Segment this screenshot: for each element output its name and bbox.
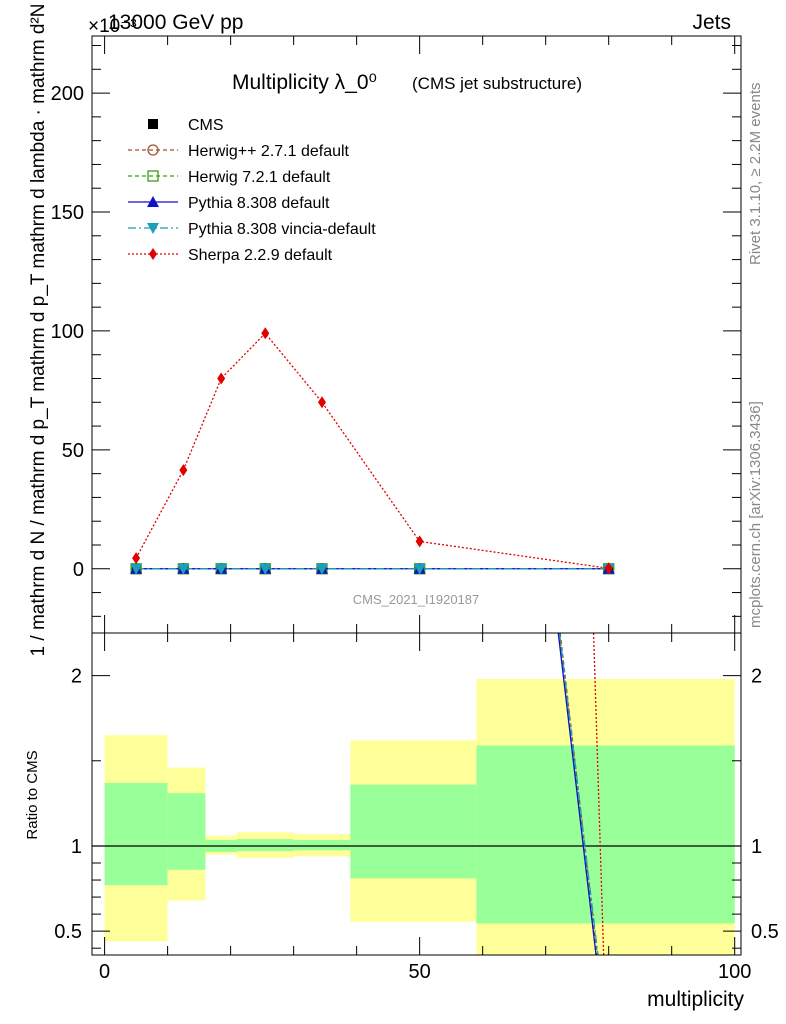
series-pythia-8-308-vincia-default: [130, 563, 615, 575]
ratio-y-tick-label: 2: [71, 666, 82, 688]
x-tick-label: 50: [409, 961, 431, 983]
main-y-tick-label: 100: [51, 321, 84, 343]
exponent-label: ×10⁻³: [88, 16, 137, 37]
legend-label: Sherpa 2.2.9 default: [188, 247, 333, 264]
legend: CMS Herwig++ 2.7.1 default Herwig 7.2.1 de…: [128, 117, 376, 264]
side-label-bottom: mcplots.cern.ch [arXiv:1306.3436]: [747, 401, 764, 628]
data-point: [415, 535, 424, 548]
legend-label: Herwig 7.2.1 default: [188, 169, 331, 186]
main-y-tick-label: 200: [51, 83, 84, 105]
ratio-inner-band: [293, 840, 351, 851]
legend-marker: [149, 248, 157, 260]
legend-item: Herwig 7.2.1 default: [128, 169, 331, 186]
data-point: [315, 563, 328, 575]
legend-marker: [147, 170, 159, 182]
watermark-label: CMS_2021_I1920187: [353, 592, 480, 607]
ratio-y-tick-label: 0.5: [54, 921, 82, 943]
y-axis-label-ratio: Ratio to CMS: [24, 750, 41, 839]
process-label: Jets: [692, 11, 731, 34]
legend-label: CMS: [188, 117, 224, 134]
legend-marker: [147, 144, 159, 156]
legend-item: Herwig++ 2.7.1 default: [128, 143, 350, 160]
side-label-top: Rivet 3.1.10, ≥ 2.2M events: [747, 83, 764, 266]
x-tick-label: 100: [718, 961, 751, 983]
x-tick-label: 0: [99, 961, 110, 983]
ratio-line: [592, 632, 605, 956]
y-axis-label-main-text: 1 / mathrm d N / mathrm d p_T mathrm d p…: [28, 4, 49, 657]
ratio-inner-band: [476, 745, 735, 924]
ratio-inner-band: [104, 782, 168, 886]
data-point: [217, 372, 226, 385]
legend-item: Pythia 8.308 vincia-default: [128, 221, 376, 238]
ratio-inner-band: [350, 784, 477, 879]
legend-label: Pythia 8.308 default: [188, 195, 330, 212]
y-axis-label-main: 1 / mathrm d N / mathrm d p_T mathrm d p…: [28, 4, 49, 657]
main-axis-ticks: 0 50 100 150 200: [51, 36, 741, 633]
ratio-inner-band: [167, 793, 206, 870]
legend-item: Sherpa 2.2.9 default: [128, 247, 333, 264]
ratio-inner-band: [236, 839, 294, 852]
data-point: [130, 563, 143, 575]
ratio-line: [557, 632, 597, 956]
ratio-y-tick-label: 1: [71, 836, 82, 858]
x-axis-label: multiplicity: [647, 988, 744, 1011]
data-point: [413, 563, 426, 575]
legend-marker: [147, 223, 159, 234]
legend-marker: [148, 119, 158, 129]
main-y-tick-label: 0: [73, 559, 84, 581]
data-point: [317, 396, 326, 409]
main-panel: Multiplicity λ_0⁰ (CMS jet substructure)…: [28, 4, 742, 657]
x-axis-ticks: 0 50 100: [99, 961, 751, 983]
legend-marker: [147, 196, 159, 207]
legend-label: Pythia 8.308 vincia-default: [188, 221, 376, 238]
legend-item: CMS: [148, 117, 224, 134]
data-point: [604, 562, 613, 575]
data-point: [179, 464, 188, 477]
ratio-axis-ticks: 0.5 0.5 1 1 2 2: [54, 633, 779, 955]
data-point: [261, 327, 270, 340]
chart-title: Multiplicity λ_0⁰: [232, 71, 377, 94]
main-series: [130, 327, 615, 575]
ratio-line: [558, 632, 599, 956]
data-point: [215, 563, 228, 575]
ratio-y-tick-label-right: 2: [751, 666, 762, 688]
ratio-bands: [92, 679, 741, 955]
series-line: [135, 332, 609, 569]
legend-item: Pythia 8.308 default: [128, 195, 330, 212]
energy-label: 13000 GeV pp: [108, 11, 243, 34]
chart-subtitle: (CMS jet substructure): [412, 74, 582, 93]
main-y-tick-label: 150: [51, 202, 84, 224]
data-point: [259, 563, 272, 575]
main-y-tick-label: 50: [62, 440, 84, 462]
ratio-y-tick-label-right: 1: [751, 836, 762, 858]
legend-label: Herwig++ 2.7.1 default: [188, 143, 350, 160]
ratio-lines: [557, 632, 605, 956]
data-point: [132, 552, 141, 565]
ratio-panel: 0.5 0.5 1 1 2 2 Ratio to CMS: [24, 632, 779, 956]
data-point: [177, 563, 190, 575]
ratio-frame: [91, 632, 742, 956]
series-sherpa-2-2-9-default: [132, 327, 613, 575]
ratio-y-tick-label-right: 0.5: [751, 921, 779, 943]
